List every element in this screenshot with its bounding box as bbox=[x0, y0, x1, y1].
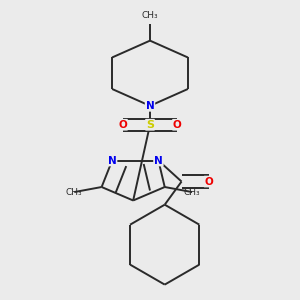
Text: S: S bbox=[146, 120, 154, 130]
Text: CH₃: CH₃ bbox=[66, 188, 82, 196]
Text: N: N bbox=[154, 155, 163, 166]
Text: O: O bbox=[118, 120, 127, 130]
Text: O: O bbox=[205, 176, 213, 187]
Text: O: O bbox=[173, 120, 182, 130]
Text: CH₃: CH₃ bbox=[142, 11, 158, 20]
Text: N: N bbox=[146, 101, 154, 111]
Text: CH₃: CH₃ bbox=[184, 188, 200, 196]
Text: N: N bbox=[108, 155, 116, 166]
